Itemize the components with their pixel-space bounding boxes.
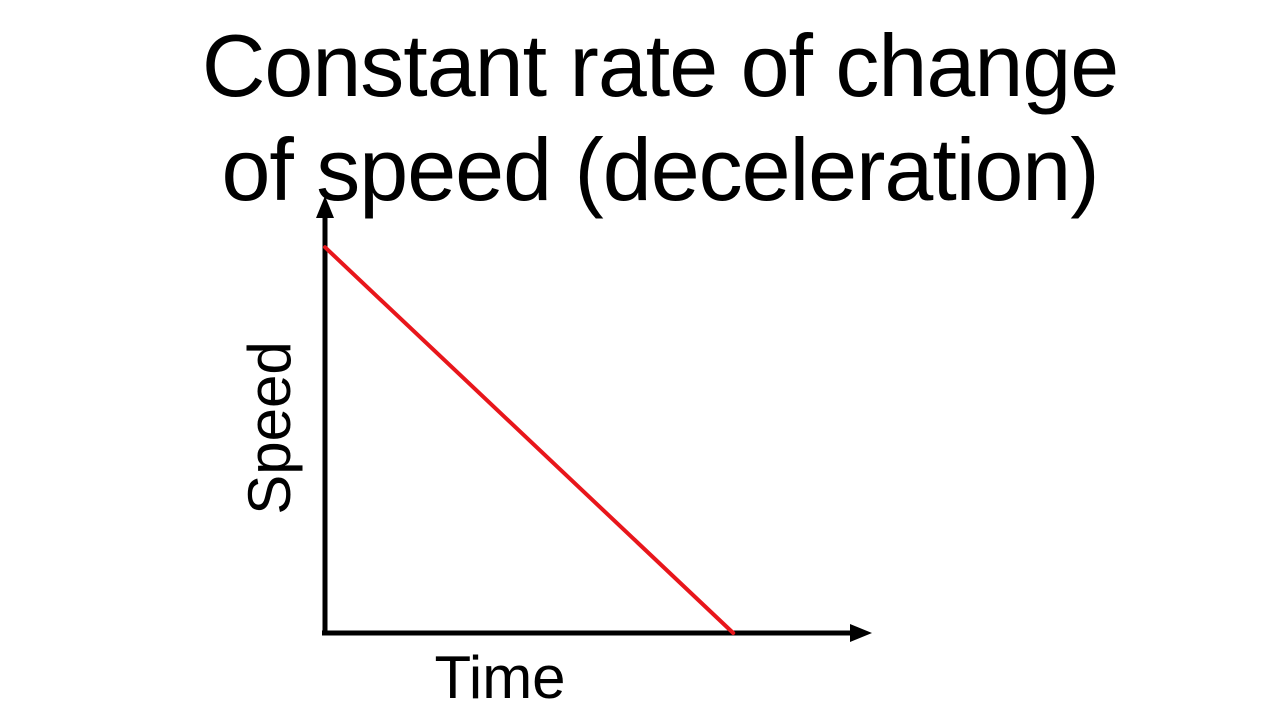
x-axis-arrowhead <box>850 624 872 642</box>
slide-title-line-2: of speed (deceleration) <box>221 120 1099 219</box>
y-axis-label: Speed <box>236 341 303 515</box>
x-axis <box>322 624 872 642</box>
y-axis-arrowhead <box>316 196 334 218</box>
y-axis <box>316 196 334 633</box>
slide-title-line-1: Constant rate of change <box>201 16 1119 115</box>
slide-title: Constant rate of change of speed (decele… <box>60 14 1260 222</box>
series-line-1 <box>323 245 736 635</box>
x-axis-label: Time <box>434 644 566 711</box>
series-layer <box>323 245 736 635</box>
